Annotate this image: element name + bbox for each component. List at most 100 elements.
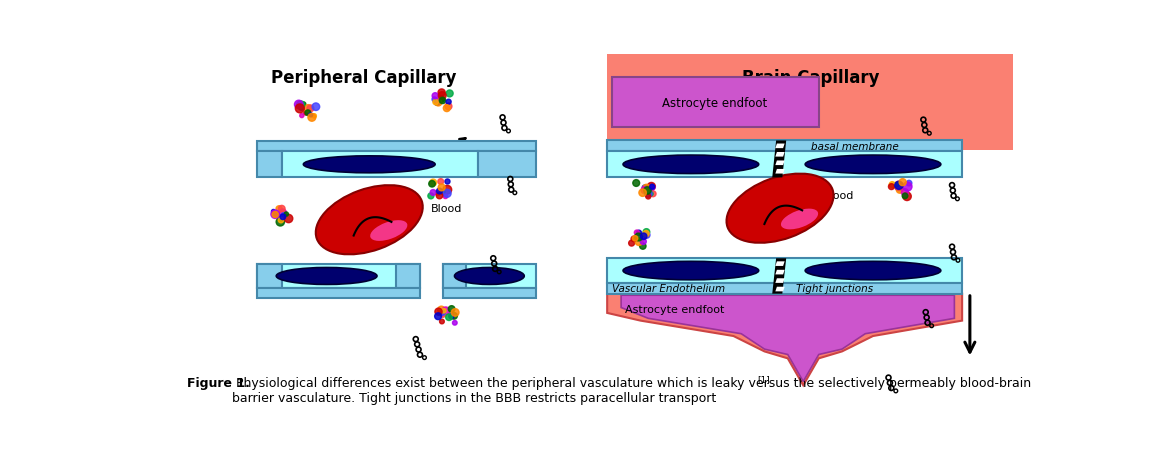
Circle shape [443, 106, 451, 112]
Circle shape [438, 90, 445, 97]
Circle shape [438, 307, 445, 314]
Circle shape [279, 209, 287, 217]
Circle shape [437, 189, 443, 195]
Circle shape [889, 182, 895, 188]
Circle shape [435, 100, 440, 106]
Circle shape [273, 213, 279, 218]
Polygon shape [257, 265, 420, 288]
Circle shape [903, 193, 911, 201]
Circle shape [272, 210, 275, 214]
Circle shape [435, 308, 442, 315]
Ellipse shape [781, 209, 818, 230]
Circle shape [446, 91, 453, 98]
Circle shape [272, 212, 279, 218]
Circle shape [642, 185, 647, 191]
Circle shape [903, 183, 912, 192]
Circle shape [445, 179, 450, 185]
Circle shape [645, 190, 652, 198]
Polygon shape [772, 259, 786, 294]
Polygon shape [257, 152, 282, 177]
Text: Vascular Endothelium: Vascular Endothelium [612, 284, 725, 294]
Circle shape [445, 104, 452, 111]
Circle shape [298, 105, 304, 111]
Circle shape [442, 307, 450, 315]
Text: Brain Capillary: Brain Capillary [742, 69, 880, 87]
Circle shape [643, 232, 649, 238]
Polygon shape [397, 265, 420, 288]
Circle shape [449, 306, 455, 313]
Text: Tight junctions: Tight junctions [795, 284, 873, 294]
Ellipse shape [806, 262, 941, 280]
Circle shape [643, 185, 651, 192]
Circle shape [896, 187, 903, 194]
Circle shape [284, 213, 288, 217]
Circle shape [312, 114, 317, 119]
Circle shape [276, 206, 282, 213]
Polygon shape [612, 78, 818, 128]
Polygon shape [443, 288, 536, 299]
Circle shape [631, 236, 637, 242]
Circle shape [637, 231, 642, 235]
Circle shape [644, 232, 650, 239]
Circle shape [276, 218, 284, 227]
Circle shape [899, 179, 906, 186]
Circle shape [279, 217, 283, 222]
Circle shape [305, 111, 311, 116]
Circle shape [896, 185, 902, 191]
Polygon shape [477, 152, 536, 177]
Circle shape [440, 311, 445, 316]
Ellipse shape [370, 221, 407, 241]
Polygon shape [282, 152, 477, 177]
Circle shape [432, 94, 438, 100]
Text: Figure 1.: Figure 1. [187, 376, 250, 389]
Text: Blood: Blood [431, 204, 462, 214]
Circle shape [452, 321, 457, 325]
Polygon shape [607, 141, 962, 152]
Circle shape [445, 314, 452, 321]
Ellipse shape [454, 268, 525, 285]
Polygon shape [776, 144, 785, 149]
Ellipse shape [276, 268, 377, 285]
Circle shape [646, 195, 651, 200]
Circle shape [647, 183, 655, 191]
Text: Physiological differences exist between the peripheral vasculature which is leak: Physiological differences exist between … [232, 376, 1031, 404]
Circle shape [435, 313, 442, 320]
Circle shape [635, 230, 639, 235]
Ellipse shape [623, 262, 758, 280]
Circle shape [438, 179, 444, 185]
Circle shape [438, 97, 445, 103]
Polygon shape [776, 169, 785, 174]
Ellipse shape [806, 156, 941, 174]
Circle shape [644, 187, 651, 195]
Circle shape [639, 243, 646, 250]
Circle shape [643, 229, 650, 236]
Circle shape [299, 114, 304, 118]
Circle shape [302, 103, 306, 107]
Circle shape [439, 319, 444, 324]
Circle shape [632, 236, 638, 241]
Circle shape [640, 234, 647, 240]
Circle shape [438, 185, 445, 191]
Circle shape [895, 182, 903, 190]
Circle shape [271, 211, 280, 219]
Circle shape [635, 238, 643, 246]
Polygon shape [257, 288, 420, 299]
Circle shape [295, 101, 303, 110]
Text: Vascular Endothelium: Vascular Endothelium [282, 289, 395, 299]
Circle shape [284, 215, 292, 223]
Circle shape [280, 214, 286, 220]
Circle shape [309, 114, 313, 118]
Circle shape [312, 104, 320, 111]
Text: Astrocyte endfoot: Astrocyte endfoot [662, 97, 768, 110]
Polygon shape [776, 262, 785, 266]
Circle shape [434, 99, 438, 104]
Circle shape [435, 100, 442, 107]
Circle shape [446, 100, 451, 105]
Circle shape [297, 101, 305, 110]
Polygon shape [443, 265, 466, 288]
Polygon shape [257, 265, 282, 288]
Circle shape [430, 180, 437, 186]
Text: basal membrane: basal membrane [812, 141, 898, 151]
Circle shape [432, 100, 438, 106]
Circle shape [436, 191, 440, 196]
